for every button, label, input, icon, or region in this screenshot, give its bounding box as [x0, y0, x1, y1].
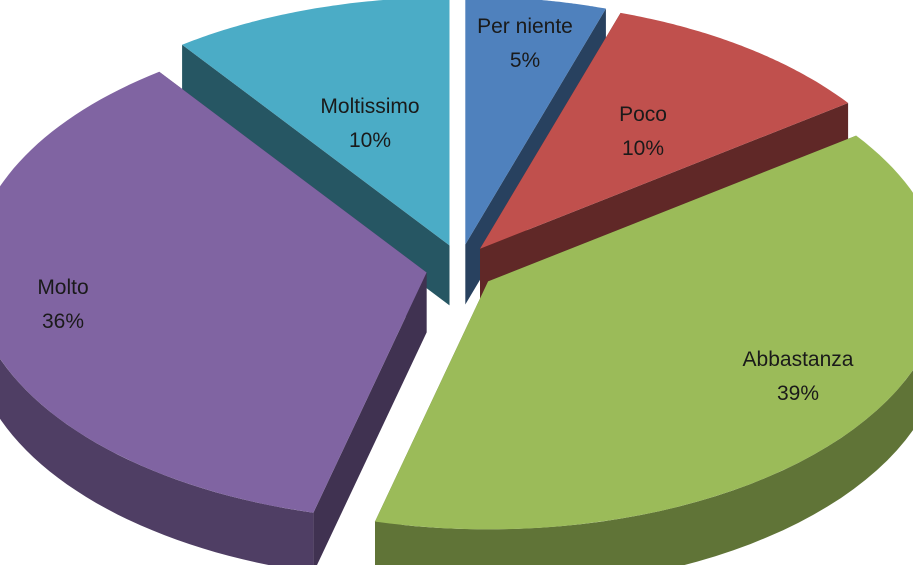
label-molto: Molto 36%: [37, 276, 88, 333]
slice-moltissimo: [182, 0, 450, 246]
label-poco: Poco 10%: [619, 103, 667, 160]
label-per-niente-percent: 5%: [510, 49, 540, 72]
label-abbastanza-percent: 39%: [777, 382, 819, 405]
label-per-niente: Per niente 5%: [477, 15, 573, 72]
slice-labels: Per niente 5% Poco 10% Abbastanza 39% Mo…: [37, 15, 853, 405]
slice-tops: [0, 0, 913, 530]
slice-rim-abbastanza: [375, 370, 913, 565]
slice-abbastanza: [375, 135, 913, 530]
label-poco-percent: 10%: [622, 137, 664, 160]
label-per-niente-name: Per niente: [477, 15, 573, 38]
slice-molto: [0, 71, 427, 513]
slice-rim-molto: [0, 358, 314, 565]
slice-per-niente: [465, 0, 606, 245]
label-poco-name: Poco: [619, 103, 667, 126]
label-molto-name: Molto: [37, 276, 88, 299]
label-abbastanza: Abbastanza 39%: [743, 348, 854, 405]
label-moltissimo-percent: 10%: [349, 129, 391, 152]
label-moltissimo-name: Moltissimo: [320, 95, 419, 118]
slice-poco: [480, 12, 849, 249]
slice-wall-molto: [313, 272, 427, 565]
label-abbastanza-name: Abbastanza: [743, 348, 854, 371]
label-moltissimo: Moltissimo 10%: [320, 95, 419, 152]
label-molto-percent: 36%: [42, 310, 84, 333]
